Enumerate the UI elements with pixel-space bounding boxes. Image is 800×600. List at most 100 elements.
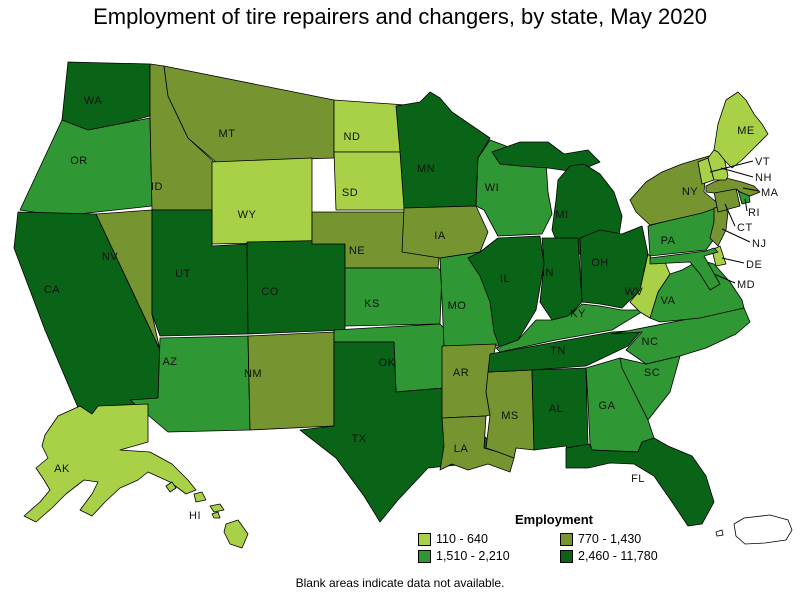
legend-label-2: 770 - 1,430 <box>578 532 642 546</box>
legend-item-3: 1,510 - 2,210 <box>418 549 560 563</box>
state-mi <box>491 141 601 173</box>
state-label-tn: TN <box>550 345 566 357</box>
callout-line-de <box>721 257 745 264</box>
state-label-ky: KY <box>570 308 586 320</box>
state-label-wi: WI <box>485 182 499 194</box>
state-label-nh: NH <box>755 172 772 184</box>
legend-label-1: 110 - 640 <box>436 532 488 546</box>
state-label-mn: MN <box>417 163 435 175</box>
legend-swatch-1 <box>418 532 431 546</box>
state-nc <box>611 307 751 365</box>
state-label-ny: NY <box>682 186 698 198</box>
state-la <box>439 415 515 473</box>
state-md <box>649 247 721 291</box>
legend-swatch-2 <box>560 532 573 546</box>
state-label-ga: GA <box>599 400 616 412</box>
state-label-tx: TX <box>351 433 366 445</box>
legend-swatch-3 <box>418 549 431 563</box>
state-label-va: VA <box>661 295 676 307</box>
state-label-ia: IA <box>434 230 446 242</box>
state-label-nm: NM <box>244 368 262 380</box>
state-ky <box>495 303 646 353</box>
state-hi <box>193 491 207 503</box>
callout-line-ri <box>744 198 748 212</box>
state-labels-layer: WA OR CA NV ID MT WY UT CO AZ NM ND SD NE KS OK TX MN IA MO… <box>44 95 779 522</box>
state-hi <box>211 511 221 519</box>
states-layer <box>13 61 769 549</box>
callout-line-nh <box>720 167 754 178</box>
legend-item-2: 770 - 1,430 <box>560 532 690 546</box>
callout-lines-layer <box>709 160 760 284</box>
state-label-ok: OK <box>379 357 396 369</box>
state-label-az: AZ <box>162 356 177 368</box>
state-label-oh: OH <box>591 257 609 269</box>
state-nm <box>247 331 335 431</box>
state-label-me: ME <box>737 125 755 137</box>
state-label-fl: FL <box>631 473 645 485</box>
state-mn <box>395 91 491 209</box>
state-label-nd: ND <box>344 131 361 143</box>
legend-title: Employment <box>514 512 593 527</box>
state-label-al: AL <box>549 403 563 415</box>
state-label-co: CO <box>261 286 279 298</box>
state-label-ne: NE <box>349 245 365 257</box>
callout-line-vt <box>709 160 754 173</box>
legend-label-3: 1,510 - 2,210 <box>436 549 510 563</box>
state-label-la: LA <box>454 443 469 455</box>
state-label-mo: MO <box>448 300 467 312</box>
state-label-wa: WA <box>84 95 102 107</box>
legend-item-1: 110 - 640 <box>418 532 560 546</box>
state-label-pa: PA <box>661 235 676 247</box>
legend-label-4: 2,460 - 11,780 <box>578 549 658 563</box>
state-hi <box>223 519 249 549</box>
state-label-sc: SC <box>644 367 660 379</box>
state-wa <box>61 61 151 131</box>
callout-line-ct <box>724 203 736 227</box>
state-label-nj: NJ <box>752 238 766 250</box>
state-fl <box>565 437 715 527</box>
legend-item-4: 2,460 - 11,780 <box>560 549 690 563</box>
state-label-mi: MI <box>555 209 568 221</box>
state-wy <box>211 157 313 245</box>
legend: Employment 110 - 640 770 - 1,430 1,510 - 2… <box>418 512 690 563</box>
state-label-ut: UT <box>175 268 191 280</box>
state-hi <box>165 481 177 493</box>
state-tn <box>487 329 643 373</box>
state-or <box>19 117 153 217</box>
state-label-hi: HI <box>189 510 201 522</box>
footnote: Blank areas indicate data not available. <box>295 576 505 590</box>
puerto-rico-outline <box>733 514 793 545</box>
state-label-ct: CT <box>737 222 753 234</box>
no-data-outlines-layer <box>715 514 793 545</box>
state-label-wy: WY <box>238 209 257 221</box>
state-label-wv: WV <box>625 286 644 298</box>
state-label-in: IN <box>542 267 554 279</box>
figure-title: Employment of tire repairers and changer… <box>93 4 707 29</box>
callout-line-md <box>713 273 736 284</box>
state-label-vt: VT <box>755 156 770 168</box>
callout-line-ma <box>742 187 760 192</box>
state-label-ca: CA <box>44 284 60 296</box>
state-label-ak: AK <box>54 463 70 475</box>
state-label-ks: KS <box>364 298 380 310</box>
state-label-ma: MA <box>761 187 779 199</box>
state-ks <box>344 267 443 327</box>
state-hi <box>209 503 225 513</box>
state-label-mt: MT <box>219 128 236 140</box>
state-label-nc: NC <box>642 336 659 348</box>
state-label-or: OR <box>70 155 88 167</box>
state-label-ms: MS <box>501 410 519 422</box>
state-label-ar: AR <box>453 367 469 379</box>
state-label-de: DE <box>746 259 762 271</box>
state-me <box>713 91 769 169</box>
legend-swatch-4 <box>560 549 573 563</box>
state-ak <box>23 403 197 523</box>
state-label-il: IL <box>500 273 510 285</box>
state-label-nv: NV <box>102 251 118 263</box>
state-label-md: MD <box>737 279 755 291</box>
state-label-ri: RI <box>748 207 760 219</box>
puerto-rico-islet-outline <box>715 529 724 537</box>
state-label-id: ID <box>151 181 163 193</box>
